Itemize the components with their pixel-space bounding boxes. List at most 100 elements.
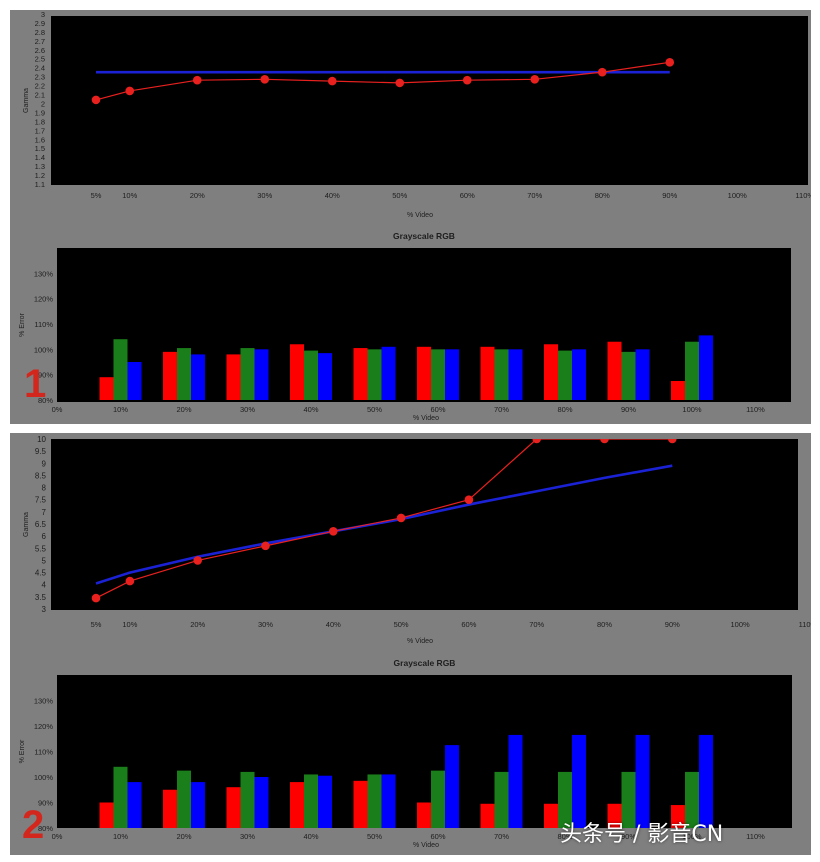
- y-tick-label: 130%: [34, 269, 54, 278]
- y-tick-label: 6.5: [35, 520, 47, 529]
- green-error-bar: [367, 349, 382, 400]
- plot-marks: [99, 734, 713, 828]
- x-tick-label: 50%: [394, 620, 409, 629]
- measured-gamma-point: [125, 576, 135, 586]
- green-error-bar: [621, 771, 636, 828]
- x-tick-label: 40%: [303, 832, 318, 841]
- y-tick-label: 2.4: [35, 64, 45, 73]
- panel-number-label: 2: [22, 803, 45, 847]
- x-tick-label: 5%: [91, 191, 102, 200]
- red-error-bar: [544, 803, 558, 828]
- measured-gamma-point: [91, 593, 101, 603]
- green-error-bar: [494, 771, 509, 828]
- blue-error-bar: [445, 745, 459, 828]
- x-tick-label: 80%: [557, 405, 572, 414]
- blue-error-bar: [508, 349, 523, 400]
- y-tick-label: 2.7: [35, 37, 45, 46]
- green-error-bar: [685, 341, 699, 400]
- green-error-bar: [240, 348, 255, 400]
- y-tick-label: 3: [41, 10, 45, 19]
- x-tick-label: 10%: [122, 191, 137, 200]
- x-tick-label: 90%: [621, 832, 636, 841]
- green-error-bar: [177, 770, 191, 828]
- x-tick-label: 70%: [529, 620, 544, 629]
- blue-error-bar: [572, 734, 586, 828]
- blue-error-bar: [508, 734, 523, 828]
- measured-gamma-point: [665, 58, 675, 67]
- x-tick-label: 30%: [240, 405, 255, 414]
- x-tick-label: 100%: [682, 832, 702, 841]
- red-error-bar: [544, 344, 558, 400]
- y-tick-label: 2.3: [35, 73, 45, 82]
- x-tick-label: 100%: [682, 405, 702, 414]
- x-axis-label: % Video: [413, 415, 439, 422]
- y-tick-label: 100%: [34, 345, 54, 354]
- x-tick-label: 70%: [494, 832, 509, 841]
- y-tick-label: 120%: [34, 295, 54, 304]
- x-tick-label: 50%: [392, 191, 407, 200]
- blue-error-bar: [381, 346, 396, 400]
- y-tick-label: 1.5: [35, 144, 45, 153]
- red-error-bar: [226, 787, 241, 828]
- y-tick-label: 120%: [34, 722, 54, 731]
- blue-error-bar: [254, 777, 269, 828]
- green-error-bar: [304, 774, 318, 828]
- measured-gamma-point: [464, 495, 474, 505]
- x-tick-label: 10%: [122, 620, 137, 629]
- red-error-bar: [290, 344, 304, 400]
- measured-gamma-point: [395, 78, 405, 88]
- green-error-bar: [177, 348, 191, 400]
- y-tick-label: 8: [42, 484, 47, 493]
- y-tick-label: 80%: [38, 396, 53, 405]
- blue-error-bar: [191, 782, 205, 828]
- plot-marks: [91, 58, 675, 105]
- x-tick-label: 90%: [621, 405, 636, 414]
- y-tick-label: 3.5: [35, 593, 47, 602]
- blue-error-bar: [254, 349, 269, 400]
- y-tick-label: 4.5: [35, 569, 47, 578]
- red-error-bar: [671, 805, 685, 828]
- x-tick-label: 40%: [326, 620, 341, 629]
- calibration-panel-2: 3 3.5 4 4.5 5 5.5 6 6.5 7 7.5 8 8.5 9 9.5 10 Gamma 5% 10%…: [10, 433, 811, 855]
- measured-gamma-line: [95, 439, 673, 599]
- x-tick-label: 20%: [176, 832, 191, 841]
- panel-1-charts-svg: 1.11.21.31.41.51.61.71.81.922.12.22.32.4…: [19, 10, 811, 422]
- x-tick-label: 90%: [662, 191, 677, 200]
- blue-error-bar: [318, 353, 332, 400]
- y-tick-label: 1.2: [35, 171, 45, 180]
- red-error-bar: [480, 803, 495, 828]
- green-error-bar: [558, 350, 572, 400]
- x-tick-label: 10%: [113, 405, 128, 414]
- x-tick-label: 70%: [527, 191, 542, 200]
- measured-gamma-point: [530, 75, 540, 84]
- y-axis-label: Gamma: [23, 88, 30, 113]
- blue-error-bar: [635, 349, 650, 400]
- measured-gamma-point: [462, 75, 472, 85]
- x-tick-label: 90%: [665, 620, 680, 629]
- measured-gamma-point: [600, 439, 609, 444]
- green-error-bar: [558, 771, 572, 828]
- y-tick-label: 2.8: [35, 28, 45, 37]
- x-tick-label: 100%: [728, 191, 748, 200]
- watermark-text: 头条号 / 影音CN: [560, 822, 724, 847]
- measured-gamma-point: [260, 75, 270, 84]
- y-tick-label: 5: [42, 556, 47, 565]
- blue-error-bar: [318, 775, 332, 828]
- x-tick-label: 60%: [461, 620, 476, 629]
- red-error-bar: [290, 782, 304, 828]
- red-error-bar: [353, 348, 368, 400]
- blue-error-bar: [572, 349, 586, 400]
- y-axis-label: Gamma: [23, 512, 30, 537]
- x-tick-label: 60%: [460, 191, 475, 200]
- y-tick-label: 80%: [38, 824, 53, 833]
- blue-error-bar: [445, 349, 459, 400]
- y-tick-label: 110%: [34, 748, 53, 757]
- x-tick-label: 0%: [52, 405, 63, 414]
- y-tick-label: 3: [42, 605, 47, 614]
- red-error-bar: [163, 351, 177, 400]
- red-error-bar: [99, 377, 114, 400]
- blue-error-bar: [699, 335, 713, 400]
- measured-gamma-point: [125, 86, 135, 96]
- measured-gamma-point: [193, 556, 202, 565]
- measured-gamma-point: [396, 513, 406, 523]
